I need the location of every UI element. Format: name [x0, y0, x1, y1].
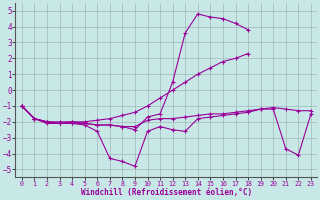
- X-axis label: Windchill (Refroidissement éolien,°C): Windchill (Refroidissement éolien,°C): [81, 188, 252, 197]
